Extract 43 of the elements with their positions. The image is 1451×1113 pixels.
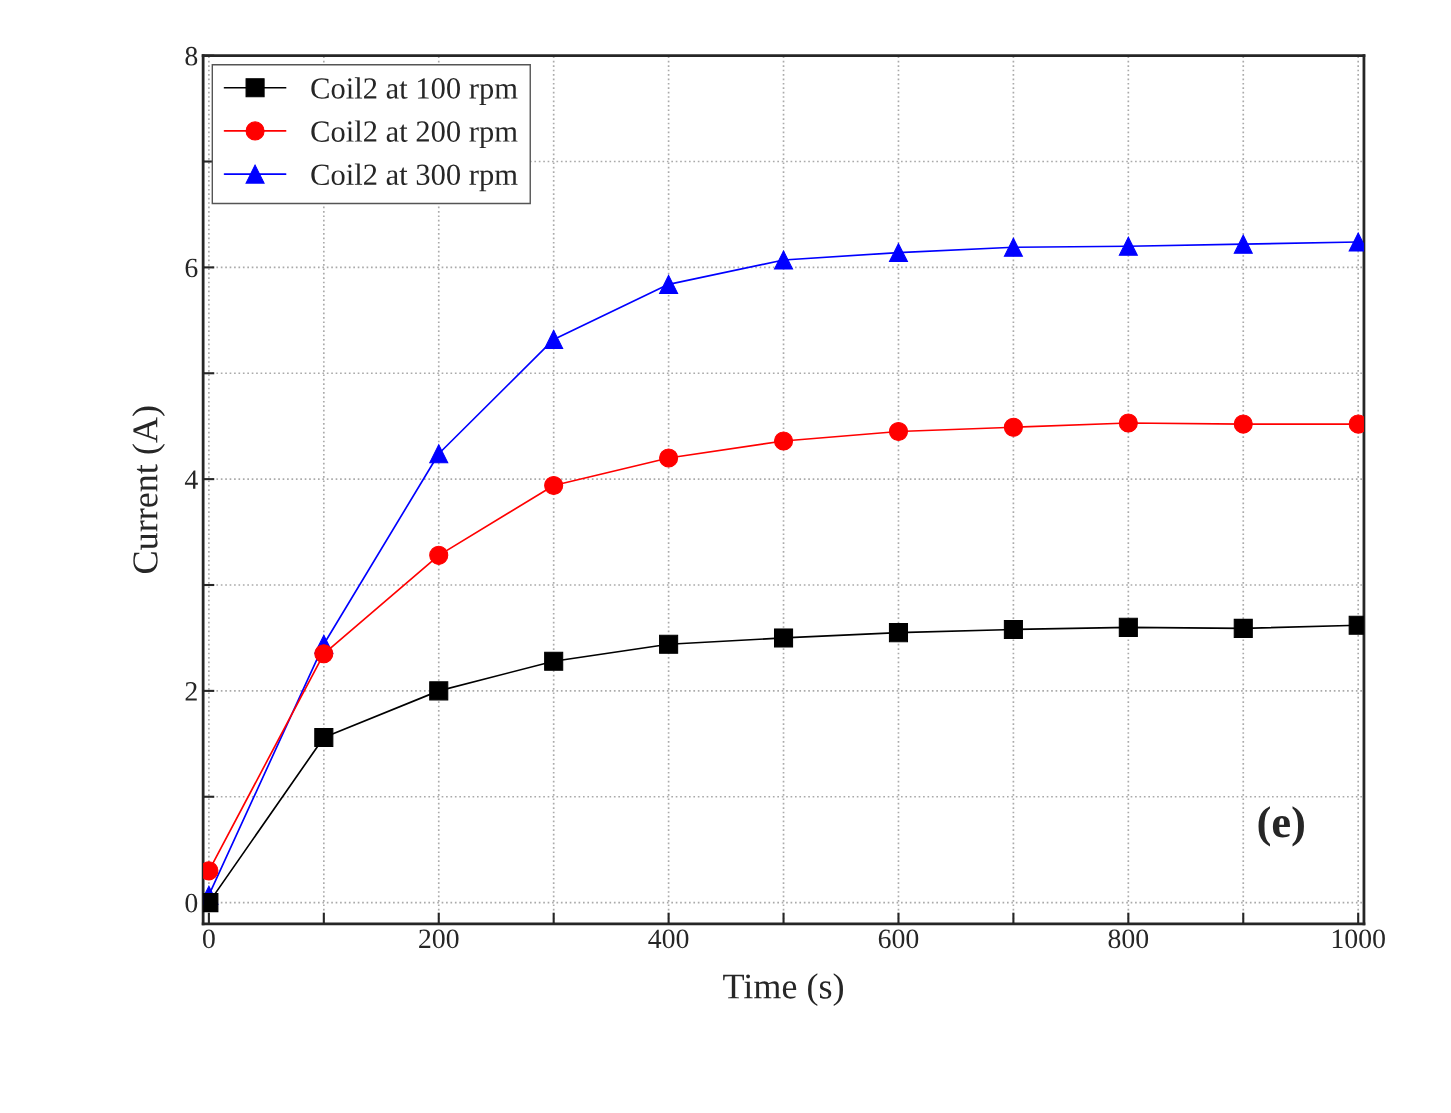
point [1233, 618, 1253, 638]
x-tick-label: 600 [878, 929, 919, 949]
x-tick-label: 200 [419, 929, 459, 949]
point [773, 431, 794, 451]
point [429, 444, 449, 464]
y-axis-title: Current (A) [132, 406, 165, 573]
legend-label: Coil2 at 200 rpm [311, 120, 518, 149]
point [314, 727, 334, 747]
point [773, 628, 794, 648]
point [1118, 617, 1138, 637]
point [429, 681, 449, 701]
y-tick-label: 0 [185, 893, 198, 913]
x-tick-label: 400 [648, 929, 689, 949]
point [1233, 414, 1253, 434]
point [888, 243, 909, 263]
point [544, 329, 564, 349]
y-tick-label: 4 [184, 470, 198, 489]
x-tick-label: 800 [1108, 929, 1149, 949]
x-tick-label: 1000 [1332, 929, 1385, 949]
y-tick-label: 6 [185, 258, 198, 278]
y-tick-label: 8 [185, 46, 198, 66]
point [659, 274, 679, 294]
point [888, 421, 909, 442]
point [1003, 237, 1023, 257]
point [1233, 234, 1253, 254]
point [544, 651, 564, 671]
annotation: (e) [1258, 806, 1304, 847]
point [1003, 417, 1023, 437]
point [429, 545, 449, 565]
point [1118, 413, 1138, 433]
y-tick-label: 2 [185, 682, 197, 701]
x-axis-title: Time (s) [723, 973, 843, 1007]
legend-label: Coil2 at 300 rpm [311, 163, 518, 192]
point [659, 448, 679, 468]
x-tick-label: 0 [203, 929, 215, 949]
point [773, 250, 794, 270]
point [659, 634, 679, 654]
point [314, 644, 334, 664]
legend-label: Coil2 at 100 rpm [311, 77, 518, 105]
point [888, 623, 909, 643]
point [544, 475, 564, 496]
point [1118, 236, 1138, 256]
point [1003, 619, 1023, 640]
